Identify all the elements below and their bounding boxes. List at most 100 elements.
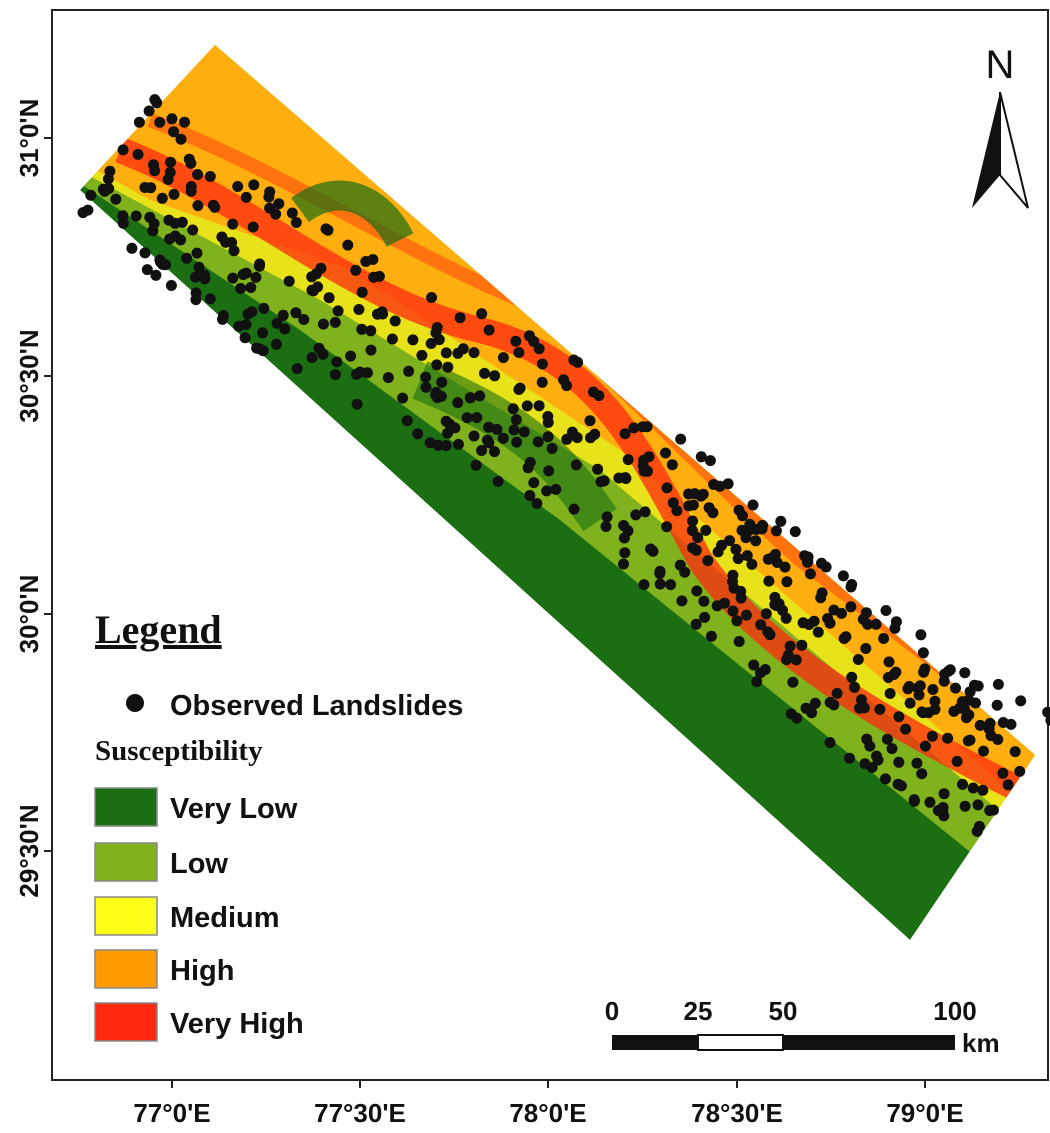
landslide-point [771, 525, 782, 536]
landslide-point [449, 422, 460, 433]
landslide-point [915, 629, 926, 640]
landslide-point [844, 753, 855, 764]
landslide-point [307, 352, 318, 363]
landslide-point [731, 615, 742, 626]
landslide-point [781, 576, 792, 587]
landslide-point [240, 332, 251, 343]
landslide-point [250, 272, 261, 283]
landslide-point [599, 475, 610, 486]
landslide-point [479, 368, 490, 379]
landslide-point [157, 193, 168, 204]
landslide-point [689, 488, 700, 499]
landslide-point [838, 570, 849, 581]
legend-subtitle: Susceptibility [95, 735, 263, 767]
landslide-point [157, 259, 168, 270]
landslide-point [110, 194, 121, 205]
landslide-point [893, 757, 904, 768]
landslide-point [803, 552, 814, 563]
landslide-point [306, 271, 317, 282]
landslide-point [950, 683, 961, 694]
landslide-point [571, 459, 582, 470]
landslide-point [825, 618, 836, 629]
landslide-point [849, 682, 860, 693]
landslide-point [975, 720, 986, 731]
landslide-point [357, 287, 368, 298]
landslide-point [741, 610, 752, 621]
legend-swatch [95, 950, 157, 988]
legend-label: Low [170, 848, 228, 880]
landslide-point [403, 366, 414, 377]
landslide-point [353, 304, 364, 315]
landslide-point [458, 343, 469, 354]
landslide-point [166, 280, 177, 291]
landslide-point [383, 372, 394, 383]
landslide-point [790, 526, 801, 537]
landslide-point [318, 319, 329, 330]
landslide-point [186, 186, 197, 197]
landslide-point [227, 219, 238, 230]
landslide-point [939, 788, 950, 799]
landslide-point [675, 560, 686, 571]
landslide-point [623, 454, 634, 465]
landslide-point [330, 369, 341, 380]
landslide-point [85, 190, 96, 201]
landslide-point [543, 417, 554, 428]
lat-label: 29°30'N [14, 804, 44, 897]
landslide-point [880, 773, 891, 784]
landslide-point [82, 205, 93, 216]
landslide-point [510, 336, 521, 347]
landslide-point [469, 347, 480, 358]
landslide-point [350, 265, 361, 276]
landslide-point [342, 240, 353, 251]
landslide-point [878, 633, 889, 644]
map-figure: 31°0'N30°30'N30°0'N29°30'N77°0'E77°30'E7… [0, 0, 1050, 1133]
landslide-point [993, 679, 1004, 690]
landslide-point [917, 706, 928, 717]
landslide-point [191, 287, 202, 298]
landslide-point [292, 363, 303, 374]
landslide-point [662, 482, 673, 493]
landslide-point [531, 498, 542, 509]
lat-label: 30°0'N [14, 575, 44, 654]
landslide-point [640, 465, 651, 476]
landslide-point [992, 700, 1003, 711]
landslide-point [524, 330, 535, 341]
legend-swatch [95, 897, 157, 935]
landslide-point [430, 389, 441, 400]
landslide-point [568, 355, 579, 366]
landslide-point [920, 741, 931, 752]
landslide-point [839, 633, 850, 644]
landslide-point [163, 174, 174, 185]
landslide-point [144, 212, 155, 223]
landslide-point [187, 225, 198, 236]
legend-label: Very High [170, 1008, 304, 1040]
landslide-point [687, 516, 698, 527]
landslide-point [588, 387, 599, 398]
landslide-point [298, 314, 309, 325]
landslide-point [845, 601, 856, 612]
landslide-point [828, 605, 839, 616]
landslide-point [489, 370, 500, 381]
landslide-point [199, 270, 210, 281]
landslide-point [748, 660, 759, 671]
landslide-point [959, 704, 970, 715]
landslide-point [637, 421, 648, 432]
landslide-point [441, 440, 452, 451]
landslide-point [661, 521, 672, 532]
landslide-point [541, 485, 552, 496]
landslide-point [455, 312, 466, 323]
landslide-point [816, 558, 827, 569]
landslide-point [144, 106, 155, 117]
landslide-point [630, 509, 641, 520]
lon-label: 77°0'E [133, 1098, 210, 1128]
scale-label: 25 [684, 996, 713, 1026]
landslide-point [668, 497, 679, 508]
landslide-point [702, 555, 713, 566]
landslide-point [345, 351, 356, 362]
landslide-point [915, 680, 926, 691]
landslide-point [118, 144, 129, 155]
landslide-point [511, 414, 522, 425]
landslide-point [783, 650, 794, 661]
landslide-point [644, 451, 655, 462]
landslide-point [131, 211, 142, 222]
